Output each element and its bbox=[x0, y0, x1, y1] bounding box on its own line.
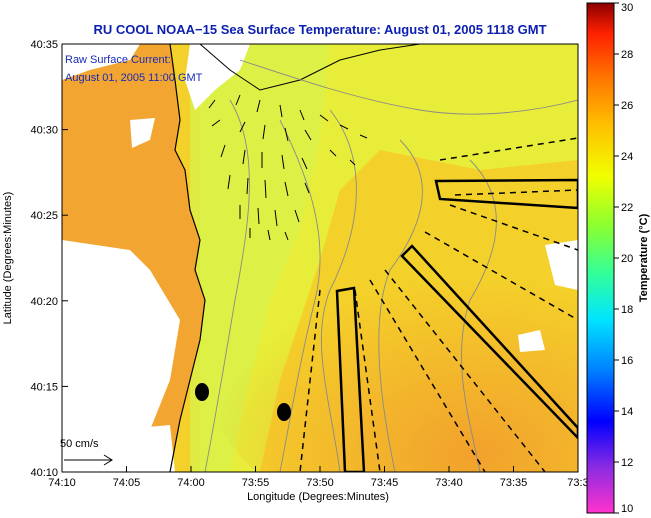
transect-boxes bbox=[335, 178, 578, 472]
scale-arrow-label: 50 cm/s bbox=[60, 438, 99, 450]
station-marker-2 bbox=[277, 403, 291, 421]
colorbar-tick-label: 20 bbox=[621, 253, 633, 265]
x-tick-label: 73:3 bbox=[567, 477, 588, 489]
colorbar-tick-label: 10 bbox=[621, 503, 633, 515]
y-axis-ticks: 40:35 40:30 40:25 40:20 40:15 40:10 bbox=[30, 39, 68, 479]
y-tick-label: 40:30 bbox=[30, 125, 58, 137]
cloud-patch-w bbox=[130, 118, 155, 148]
colorbar-tick-label: 14 bbox=[621, 406, 633, 418]
x-tick-label: 73:35 bbox=[500, 477, 528, 489]
colorbar-tick-label: 30 bbox=[621, 2, 633, 14]
dashed-transect-lines bbox=[299, 137, 578, 472]
cloud-patch-e1 bbox=[545, 240, 578, 290]
station-marker-1 bbox=[195, 383, 209, 401]
colorbar-tick-label: 22 bbox=[621, 202, 633, 214]
cloud-patch-nw bbox=[185, 44, 250, 110]
y-tick-label: 40:10 bbox=[30, 467, 58, 479]
land-white-patch bbox=[62, 240, 180, 472]
x-tick-label: 73:50 bbox=[306, 477, 334, 489]
colorbar-tick-label: 16 bbox=[621, 355, 633, 367]
cloud-patch-e2 bbox=[518, 330, 545, 352]
annotation-line2: August 01, 2005 11:00 GMT bbox=[65, 72, 203, 84]
coastline bbox=[169, 44, 206, 472]
colorbar-tick-label: 12 bbox=[621, 457, 633, 469]
x-tick-label: 73:40 bbox=[435, 477, 463, 489]
x-axis-ticks: 74:10 74:05 74:00 73:55 73:50 73:45 73:40 73:35… bbox=[48, 466, 589, 489]
y-tick-label: 40:15 bbox=[30, 381, 58, 393]
land-white-north bbox=[62, 44, 140, 80]
annotation-line1: Raw Surface Current: bbox=[65, 54, 171, 66]
colorbar-label: Temperature (°C) bbox=[638, 213, 650, 302]
x-tick-label: 73:55 bbox=[242, 477, 270, 489]
x-tick-label: 73:45 bbox=[371, 477, 399, 489]
warm-offshore-region bbox=[210, 230, 578, 472]
cloud-patch-sw bbox=[110, 425, 175, 472]
colorbar-tick-label: 28 bbox=[621, 49, 633, 61]
y-tick-label: 40:20 bbox=[30, 296, 58, 308]
colorbar bbox=[586, 2, 615, 514]
x-tick-label: 74:05 bbox=[113, 477, 141, 489]
scale-arrow-head bbox=[103, 454, 113, 466]
x-tick-label: 74:10 bbox=[48, 477, 76, 489]
x-tick-label: 74:00 bbox=[177, 477, 205, 489]
colorbar-tick-label: 18 bbox=[621, 304, 633, 316]
map-panel bbox=[62, 44, 578, 472]
surface-current-vectors bbox=[208, 94, 368, 241]
bathymetry-contours bbox=[204, 59, 578, 472]
colorbar-ticks: 30 28 26 24 22 20 18 16 14 12 10 bbox=[614, 2, 633, 515]
y-tick-label: 40:35 bbox=[30, 39, 58, 51]
y-tick-label: 40:25 bbox=[30, 210, 58, 222]
colorbar-tick-label: 24 bbox=[621, 151, 633, 163]
y-axis-label: Latitude (Degrees:Minutes) bbox=[2, 192, 14, 325]
figure-title: RU COOL NOAA−15 Sea Surface Temperature:… bbox=[93, 22, 546, 37]
x-axis-label: Longitude (Degrees:Minutes) bbox=[247, 491, 389, 503]
colorbar-tick-label: 26 bbox=[621, 100, 633, 112]
